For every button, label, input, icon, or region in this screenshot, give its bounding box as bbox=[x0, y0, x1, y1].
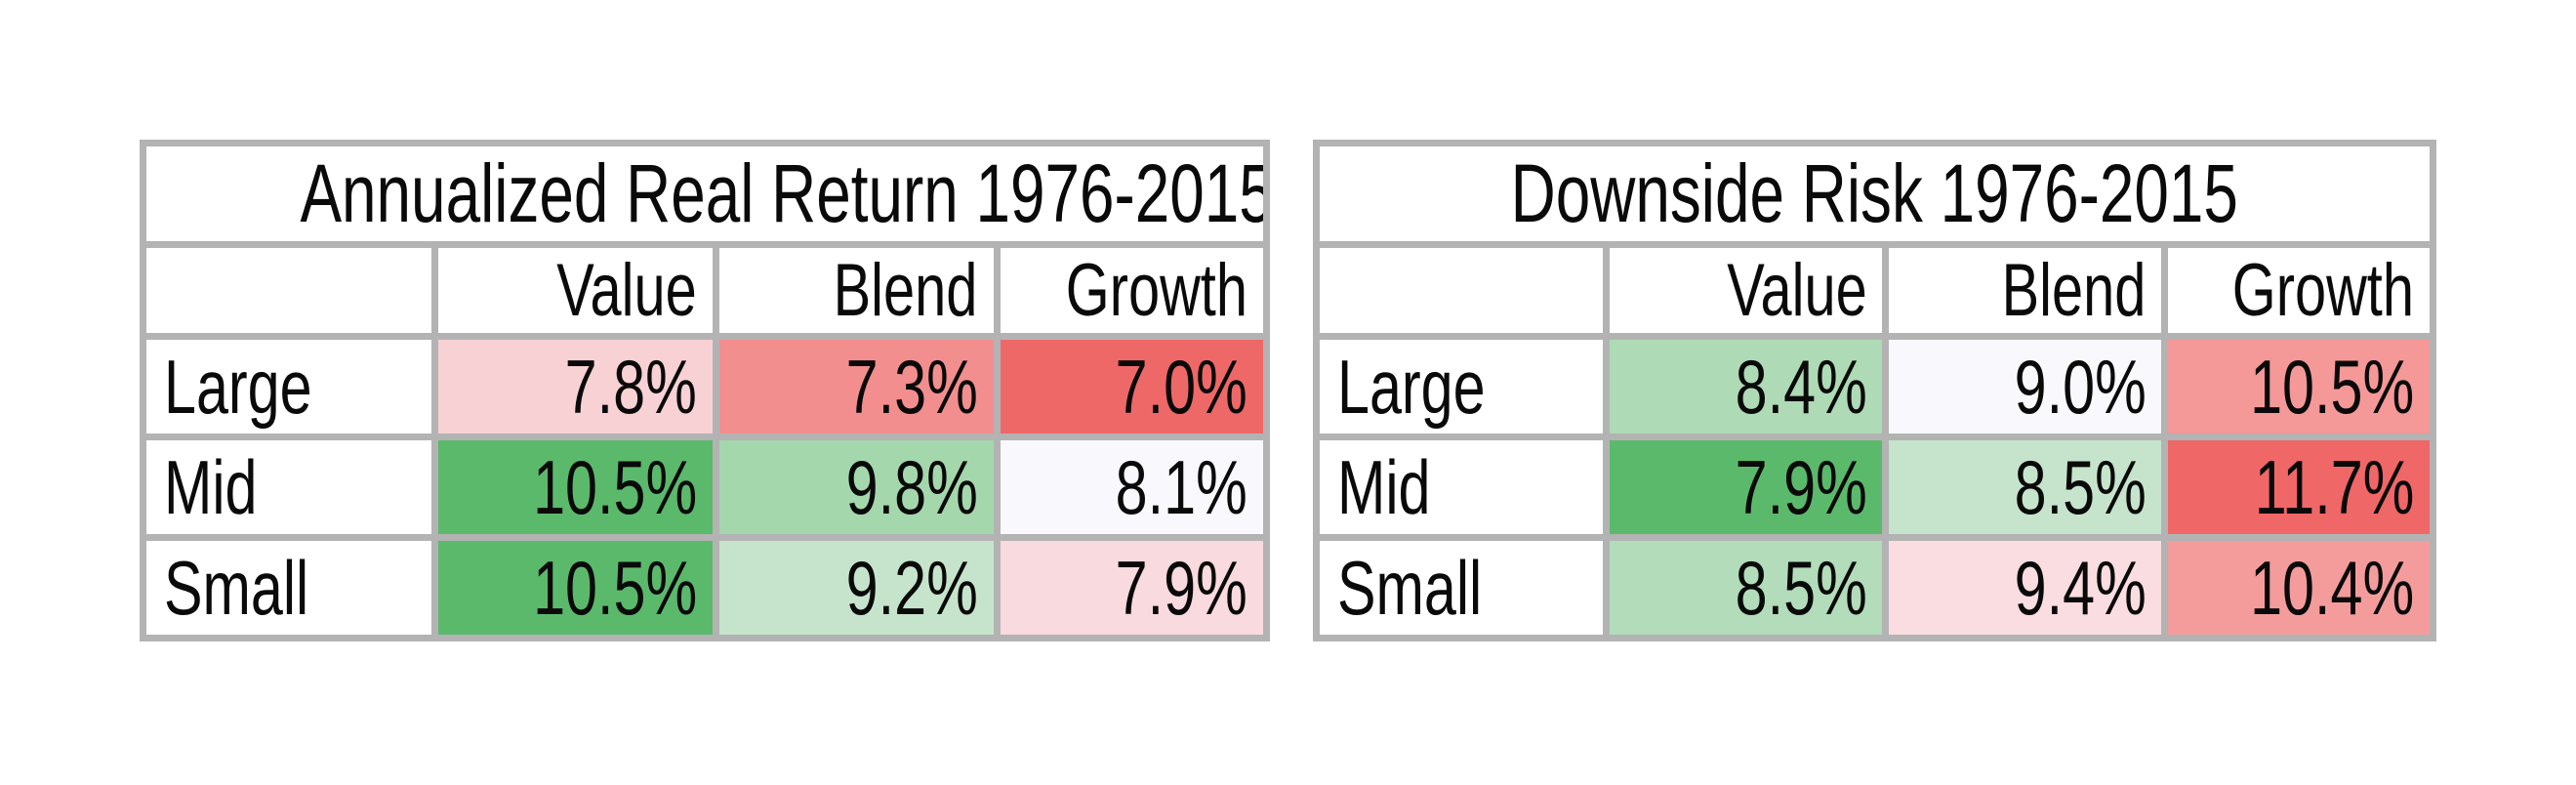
heatmap-cell: 8.5% bbox=[1882, 434, 2169, 541]
table-row: Annualized Real Return 1976-2015 bbox=[140, 140, 1270, 248]
corner-cell bbox=[139, 241, 439, 340]
table-row: Large 8.4% 9.0% 10.5% bbox=[1312, 333, 2436, 440]
heatmap-cell: 10.5% bbox=[2161, 333, 2436, 440]
table-row: Small 8.5% 9.4% 10.4% bbox=[1312, 534, 2436, 641]
table-row: Downside Risk 1976-2015 bbox=[1313, 140, 2436, 248]
table-row: Large 7.8% 7.3% 7.0% bbox=[139, 333, 1271, 440]
row-label: Mid bbox=[139, 434, 439, 541]
column-header-blend: Blend bbox=[1882, 241, 2169, 340]
heatmap-cell: 10.5% bbox=[431, 534, 719, 641]
heatmap-cell: 10.4% bbox=[2161, 534, 2436, 641]
row-label: Small bbox=[1312, 534, 1611, 641]
heatmap-cell: 7.3% bbox=[713, 333, 1001, 440]
table-title: Downside Risk 1976-2015 bbox=[1313, 140, 2436, 248]
heatmap-cell: 9.8% bbox=[713, 434, 1001, 541]
heatmap-cell: 10.5% bbox=[431, 434, 719, 541]
downside-risk-table: Downside Risk 1976-2015 Value Blend Grow… bbox=[1312, 140, 2436, 641]
column-header-value: Value bbox=[431, 241, 719, 340]
heatmap-cell: 11.7% bbox=[2161, 434, 2436, 541]
table-row: Value Blend Growth bbox=[139, 241, 1271, 340]
heatmap-cell: 7.9% bbox=[1603, 434, 1890, 541]
heatmap-cell: 8.5% bbox=[1603, 534, 1890, 641]
row-label: Large bbox=[1312, 333, 1611, 440]
heatmap-cell: 7.0% bbox=[993, 333, 1271, 440]
heatmap-cell: 9.4% bbox=[1882, 534, 2169, 641]
table-row: Mid 10.5% 9.8% 8.1% bbox=[139, 434, 1271, 541]
heatmap-cell: 7.8% bbox=[431, 333, 719, 440]
annualized-real-return-table: Annualized Real Return 1976-2015 Value B… bbox=[139, 140, 1271, 641]
row-label: Small bbox=[139, 534, 439, 641]
heatmap-cell: 7.9% bbox=[993, 534, 1271, 641]
heatmap-cell: 8.1% bbox=[993, 434, 1271, 541]
heatmap-cell: 9.2% bbox=[713, 534, 1001, 641]
table-row: Value Blend Growth bbox=[1312, 241, 2436, 340]
row-label: Mid bbox=[1312, 434, 1611, 541]
corner-cell bbox=[1312, 241, 1611, 340]
table-row: Mid 7.9% 8.5% 11.7% bbox=[1312, 434, 2436, 541]
column-header-blend: Blend bbox=[713, 241, 1001, 340]
column-header-growth: Growth bbox=[993, 241, 1271, 340]
row-label: Large bbox=[139, 333, 439, 440]
table-title: Annualized Real Return 1976-2015 bbox=[140, 140, 1270, 248]
column-header-growth: Growth bbox=[2161, 241, 2436, 340]
heatmap-cell: 9.0% bbox=[1882, 333, 2169, 440]
heatmap-cell: 8.4% bbox=[1603, 333, 1890, 440]
table-row: Small 10.5% 9.2% 7.9% bbox=[139, 534, 1271, 641]
column-header-value: Value bbox=[1603, 241, 1890, 340]
